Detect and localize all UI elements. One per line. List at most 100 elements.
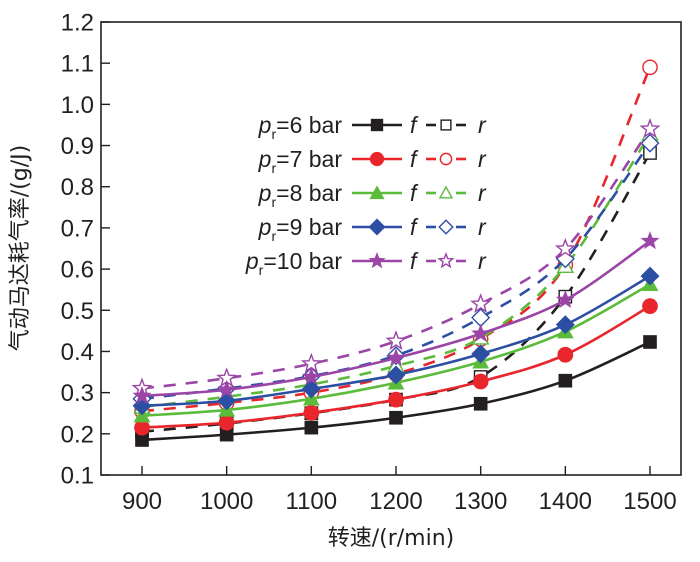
f-point <box>473 396 488 411</box>
legend-r-subscript: r <box>271 194 276 210</box>
legend-f-marker <box>368 251 386 269</box>
f-point <box>557 346 574 363</box>
f-point <box>555 315 575 335</box>
y-tick-label: 0.7 <box>61 215 94 242</box>
axes-frame <box>100 21 682 476</box>
legend-f-text: f <box>410 112 419 138</box>
legend-label: pr=7 bar <box>258 146 343 176</box>
legend-r-text: r <box>478 248 487 274</box>
y-tick-label: 0.6 <box>61 257 94 284</box>
f-point <box>217 391 237 411</box>
legend-r-text: r <box>478 112 487 138</box>
legend-pressure: =7 bar <box>276 146 342 172</box>
legend-label: pr=8 bar <box>258 180 343 210</box>
y-tick-label: 1.0 <box>61 92 94 119</box>
f-point <box>304 420 319 435</box>
x-tick-label: 1400 <box>539 488 592 515</box>
y-tick-label: 0.3 <box>61 380 94 407</box>
f-point <box>388 391 404 408</box>
x-axis-title: 转速/(r/min) <box>328 526 455 551</box>
legend-f-marker <box>369 151 385 167</box>
legend-label: pr=6 bar <box>258 112 343 142</box>
r-point <box>640 133 660 153</box>
legend-entry: pr=6 bar f r <box>258 112 487 142</box>
legend-r-subscript: r <box>271 126 276 142</box>
x-tick-label: 1100 <box>286 488 338 515</box>
legend-entry: pr=9 bar f r <box>258 214 487 244</box>
f-point <box>386 348 406 367</box>
legend-pressure: =9 bar <box>276 214 342 240</box>
f-point <box>132 385 152 404</box>
legend-entry: pr=8 bar f r <box>258 180 487 210</box>
r-line <box>141 66 652 413</box>
legend-pressure: =10 bar <box>263 248 342 274</box>
f-point <box>135 433 149 447</box>
legend-r-marker <box>440 119 452 131</box>
legend-p-symbol: p <box>258 112 272 138</box>
y-tick-label: 0.1 <box>61 463 94 490</box>
y-tick-label: 0.4 <box>61 339 94 366</box>
r-point <box>470 293 492 314</box>
r-point <box>639 118 661 138</box>
f-point <box>558 373 573 388</box>
x-tick-label: 900 <box>122 488 162 515</box>
series-f-6-bar <box>135 335 657 447</box>
r-point <box>554 237 576 258</box>
f-point <box>218 414 235 431</box>
legend-p-symbol: p <box>245 248 259 274</box>
legend-pressure: =8 bar <box>276 180 342 206</box>
legend-r-text: r <box>478 214 487 240</box>
r-point <box>385 330 407 351</box>
legend-label: pr=9 bar <box>258 214 343 244</box>
legend-r-marker <box>437 251 455 269</box>
legend-p-symbol: p <box>258 146 272 172</box>
y-tick-label: 1.2 <box>61 10 94 37</box>
f-point <box>389 410 403 425</box>
f-point <box>132 396 152 416</box>
f-point <box>134 419 150 436</box>
legend-f-text: f <box>410 248 419 274</box>
axes: 0.1 0.2 0.3 0.4 0.5 0.6 0.7 0.8 0.9 1.0 1.1 1.2 900 1… <box>61 10 682 515</box>
legend-f-text: f <box>410 146 419 172</box>
legend-r-text: r <box>478 146 487 172</box>
legend-r-subscript: r <box>271 228 276 244</box>
legend-label: pr=10 bar <box>245 248 342 278</box>
x-tick-label: 1000 <box>200 488 253 515</box>
f-point <box>643 335 657 349</box>
y-tick-label: 0.2 <box>61 421 94 448</box>
plot-area <box>131 59 661 447</box>
legend-f-text: f <box>410 180 419 206</box>
f-point <box>386 365 406 385</box>
legend-r-text: r <box>478 180 487 206</box>
legend-r-marker <box>439 152 453 166</box>
f-point <box>642 298 658 315</box>
legend-entry: pr=7 bar f r <box>258 146 487 176</box>
f-point <box>219 427 234 442</box>
legend-f-marker <box>368 218 386 236</box>
y-tick-label: 0.8 <box>61 174 94 201</box>
legend-f-marker <box>369 185 385 200</box>
legend-r-subscript: r <box>271 160 276 176</box>
legend: pr=6 bar f rpr=7 bar f rpr=8 bar f rpr=9 bar f r… <box>245 112 487 278</box>
x-tick-label: 1500 <box>623 488 676 515</box>
f-point <box>555 290 575 309</box>
y-tick-label: 1.1 <box>61 51 94 78</box>
series-f-10-bar <box>132 231 660 404</box>
legend-p-symbol: p <box>258 180 272 206</box>
f-point <box>303 404 320 421</box>
legend-r-marker <box>438 185 454 199</box>
series-f-7-bar <box>134 298 658 436</box>
f-point <box>640 266 660 286</box>
f-point <box>640 231 660 250</box>
y-tick-label: 0.5 <box>61 298 94 325</box>
x-tick-label: 1200 <box>369 488 422 515</box>
f-point <box>301 367 321 386</box>
x-tick-label: 1300 <box>454 488 507 515</box>
f-point <box>471 344 491 364</box>
r-line <box>141 133 652 409</box>
f-point <box>472 373 489 390</box>
r-point <box>642 59 658 76</box>
f-point <box>217 379 237 398</box>
legend-f-marker <box>370 118 384 132</box>
